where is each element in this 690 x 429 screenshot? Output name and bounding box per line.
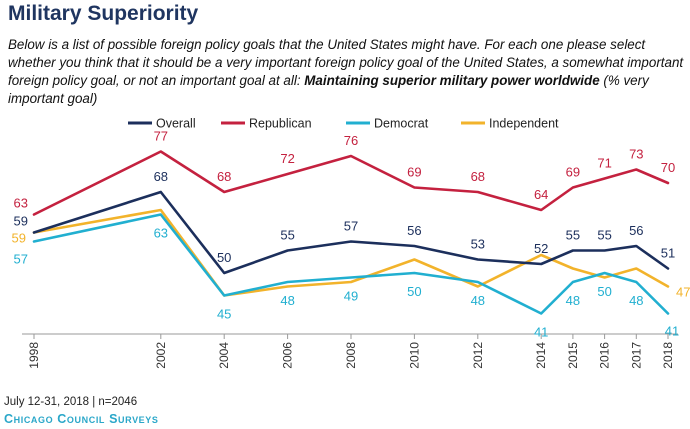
data-label-republican-2016: 71 (597, 156, 611, 171)
data-label-republican-2012: 68 (471, 169, 485, 184)
data-label-democrat-1998: 57 (14, 252, 28, 267)
brand-name: Chicago Council Surveys (4, 412, 159, 426)
chart-legend: Overall Republican Democrat Independent (128, 117, 559, 131)
data-label-democrat-2016: 50 (597, 284, 611, 299)
data-label-independent-2018: 47 (676, 285, 690, 300)
x-tick-label-2017: 2017 (629, 342, 643, 369)
data-labels: 59 68 50 55 57 56 53 52 55 55 56 51 63 77 68 72 76 69 68 64… (12, 129, 690, 340)
data-label-overall-2012: 53 (471, 237, 485, 252)
x-tick-label-2018: 2018 (661, 342, 675, 369)
data-label-overall-2002: 68 (154, 169, 168, 184)
x-tick-label-2012: 2012 (471, 342, 485, 369)
x-tick-label-2016: 2016 (598, 342, 612, 369)
data-label-overall-2010: 56 (407, 223, 421, 238)
x-tick-label-2002: 2002 (154, 342, 168, 369)
x-tick-label-2014: 2014 (534, 342, 548, 369)
series-line-overall (32, 190, 670, 275)
data-label-republican-1998: 63 (14, 196, 28, 211)
data-label-overall-2018: 51 (661, 246, 675, 261)
x-tick-label-2004: 2004 (217, 342, 231, 369)
subtitle-emphasis: Maintaining superior military power worl… (304, 73, 600, 88)
data-label-overall-2017: 56 (629, 223, 643, 238)
legend-label-independent: Independent (489, 117, 559, 131)
legend-label-democrat: Democrat (374, 117, 429, 131)
data-label-overall-2014: 52 (534, 241, 548, 256)
data-label-republican-2002: 77 (154, 129, 168, 144)
data-label-democrat-2014: 41 (534, 325, 548, 340)
data-label-democrat-2015: 48 (566, 293, 580, 308)
x-axis: 1998 2002 2004 2006 2008 2010 2012 2014 2015 2016… (22, 333, 678, 369)
data-label-democrat-2008: 49 (344, 289, 358, 304)
data-label-republican-2014: 64 (534, 187, 548, 202)
data-label-republican-2006: 72 (280, 151, 294, 166)
data-label-overall-2016: 55 (597, 228, 611, 243)
legend-label-republican: Republican (249, 117, 312, 131)
data-label-overall-2015: 55 (566, 228, 580, 243)
data-label-overall-1998: 59 (14, 214, 28, 229)
data-label-republican-2015: 69 (566, 165, 580, 180)
series-lines (32, 150, 670, 315)
series-line-republican (32, 150, 670, 216)
subtitle-tail: (% very important goal) (8, 73, 649, 106)
data-label-overall-2008: 57 (344, 219, 358, 234)
subtitle-intro: Below is a list of possible foreign poli… (8, 37, 684, 88)
data-label-democrat-2017: 48 (629, 293, 643, 308)
data-label-republican-2017: 73 (629, 147, 643, 162)
data-label-independent-1998: 59 (12, 231, 26, 246)
data-label-overall-2004: 50 (217, 250, 231, 265)
data-label-overall-2006: 55 (280, 228, 294, 243)
x-tick-label-2010: 2010 (407, 342, 421, 369)
x-tick-label-2015: 2015 (566, 342, 580, 369)
chart-subtitle: Below is a list of possible foreign poli… (8, 36, 684, 108)
data-label-democrat-2012: 48 (471, 293, 485, 308)
chart-title: Military Superiority (8, 2, 199, 25)
series-line-democrat (32, 213, 670, 315)
x-tick-label-1998: 1998 (27, 342, 41, 369)
data-label-republican-2010: 69 (407, 165, 421, 180)
x-tick-label-2006: 2006 (281, 342, 295, 369)
survey-date: July 12-31, 2018 | n=2046 (4, 396, 138, 408)
data-label-democrat-2010: 50 (407, 284, 421, 299)
data-label-democrat-2018: 41 (665, 324, 679, 339)
x-tick-label-2008: 2008 (344, 342, 358, 369)
data-label-democrat-2002: 63 (154, 226, 168, 241)
data-label-democrat-2006: 48 (280, 293, 294, 308)
data-label-republican-2004: 68 (217, 169, 231, 184)
data-label-democrat-2004: 45 (217, 307, 231, 322)
legend-label-overall: Overall (156, 117, 196, 131)
data-label-republican-2018: 70 (661, 160, 675, 175)
data-label-republican-2008: 76 (344, 133, 358, 148)
